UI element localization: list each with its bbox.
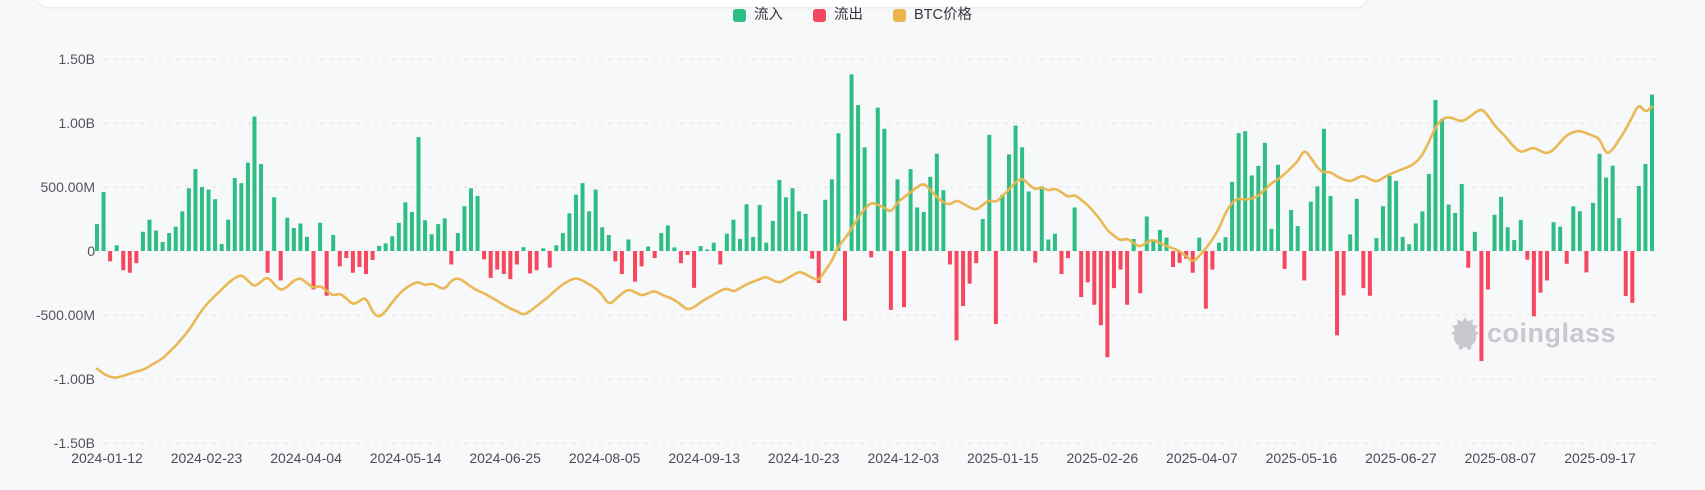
y-axis-tick-label: -1.00B [54, 371, 95, 387]
x-axis-tick-label: 2025-01-15 [967, 450, 1039, 466]
legend-item-btc-price[interactable]: BTC价格 [893, 8, 972, 23]
x-axis-tick-label: 2024-10-23 [768, 450, 840, 466]
chart-legend: 流入 流出 BTC价格 [0, 8, 1705, 23]
x-axis-tick-label: 2024-09-13 [668, 450, 740, 466]
outflow-swatch-icon [813, 8, 826, 22]
x-axis-tick-label: 2025-04-07 [1166, 450, 1238, 466]
legend-item-outflow[interactable]: 流出 [813, 8, 863, 23]
x-axis-tick-label: 2024-05-14 [370, 450, 442, 466]
y-axis-tick-label: -1.50B [54, 435, 95, 451]
legend-label-inflow: 流入 [754, 7, 783, 23]
legend-item-inflow[interactable]: 流入 [733, 8, 783, 23]
x-axis-tick-label: 2024-01-12 [71, 450, 143, 466]
x-axis-tick-label: 2024-02-23 [171, 450, 243, 466]
x-axis-tick-label: 2025-06-27 [1365, 450, 1437, 466]
x-axis-tick-label: 2024-04-04 [270, 450, 342, 466]
x-axis-tick-label: 2025-02-26 [1067, 450, 1139, 466]
x-axis-tick-label: 2024-08-05 [569, 450, 641, 466]
y-axis-tick-label: 0 [87, 243, 95, 259]
x-axis-tick-label: 2025-08-07 [1465, 450, 1537, 466]
x-axis-tick-label: 2025-05-16 [1266, 450, 1338, 466]
btc-price-swatch-icon [893, 8, 906, 22]
inflow-swatch-icon [733, 8, 746, 22]
legend-label-outflow: 流出 [834, 7, 863, 23]
y-axis-tick-label: -500.00M [36, 307, 95, 323]
net-flow-bars [95, 74, 1654, 362]
y-axis-tick-label: 1.50B [58, 51, 95, 67]
legend-label-btc-price: BTC价格 [914, 7, 972, 23]
btc-price-line [95, 105, 1654, 379]
y-axis-tick-label: 1.00B [58, 115, 95, 131]
y-axis-tick-label: 500.00M [41, 179, 95, 195]
x-axis-tick-label: 2024-12-03 [867, 450, 939, 466]
x-axis-tick-label: 2025-09-17 [1564, 450, 1636, 466]
x-axis-tick-label: 2024-06-25 [469, 450, 541, 466]
